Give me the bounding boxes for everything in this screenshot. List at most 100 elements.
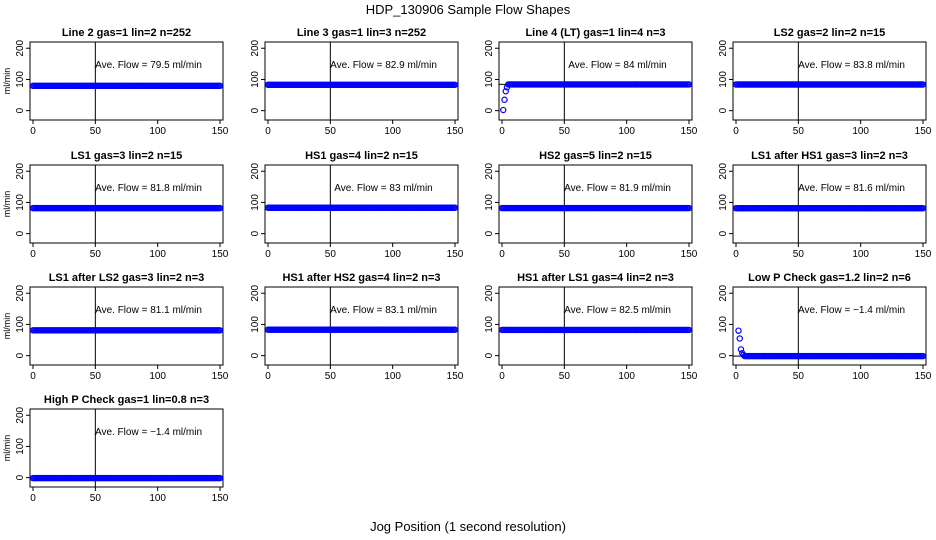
panel-12-point bbox=[735, 327, 742, 334]
panel-1-y-tick-label: 200 bbox=[15, 39, 26, 56]
panel-11-y-tick-label: 100 bbox=[484, 316, 495, 333]
panel-8-avg-annotation: Ave. Flow = 81.6 ml/min bbox=[798, 183, 905, 194]
panel-4-x-tick-label: 0 bbox=[733, 126, 739, 137]
panel-5: LS1 gas=3 lin=2 n=15 0 50 100 150 0 100 200 ml/m… bbox=[2, 150, 229, 260]
panel-12-y-tick-label: 200 bbox=[718, 284, 729, 301]
panel-5-y-tick-label: 0 bbox=[15, 230, 26, 236]
panel-13-x-tick-label: 0 bbox=[30, 493, 36, 504]
panel-12-point bbox=[737, 346, 745, 353]
panel-9-y-tick-label: 100 bbox=[15, 316, 26, 333]
panel-8-x-tick-label: 150 bbox=[915, 249, 932, 260]
panel-7-x-tick-label: 0 bbox=[499, 249, 505, 260]
panel-8-x-tick-label: 50 bbox=[793, 249, 805, 260]
panel-13-title: High P Check gas=1 lin=0.8 n=3 bbox=[44, 394, 209, 406]
panel-3-point bbox=[502, 88, 509, 95]
panel-3-y-tick-label: 100 bbox=[484, 71, 495, 88]
panel-9-y-axis-label: ml/min bbox=[2, 313, 12, 340]
panel-9: LS1 after LS2 gas=3 lin=2 n=3 0 50 100 150 0 1… bbox=[2, 272, 229, 382]
panel-5-x-tick-label: 0 bbox=[30, 249, 36, 260]
panel-13-x-tick-label: 50 bbox=[90, 493, 102, 504]
panel-8-frame bbox=[732, 164, 927, 244]
panel-2-frame bbox=[264, 41, 459, 121]
panel-6-x-tick-label: 100 bbox=[384, 249, 401, 260]
panel-13-y-tick-label: 200 bbox=[15, 406, 26, 423]
panel-5-x-tick-label: 100 bbox=[149, 249, 166, 260]
panel-9-x-tick-label: 50 bbox=[90, 371, 102, 382]
panel-10-point bbox=[451, 326, 459, 333]
panel-5-point bbox=[216, 204, 224, 212]
panel-11-y-tick-label: 0 bbox=[484, 352, 495, 358]
panel-7-x-tick-label: 150 bbox=[681, 249, 698, 260]
panel-3-point bbox=[501, 96, 508, 103]
panel-6: HS1 gas=4 lin=2 n=15 0 50 100 150 0 100 200 Ave.… bbox=[250, 150, 464, 260]
panel-8: LS1 after HS1 gas=3 lin=2 n=3 0 50 100 150 0 1… bbox=[718, 150, 932, 260]
panel-1-y-axis-label: ml/min bbox=[2, 68, 12, 95]
panel-9-y-tick-label: 0 bbox=[15, 352, 26, 358]
panel-11-frame bbox=[498, 286, 693, 366]
panel-10: HS1 after HS2 gas=4 lin=2 n=3 0 50 100 150 0 1… bbox=[250, 272, 464, 382]
panel-4-y-tick-label: 100 bbox=[718, 71, 729, 88]
panel-10-x-tick-label: 0 bbox=[265, 371, 271, 382]
panel-7-point bbox=[685, 204, 693, 212]
panel-13-point bbox=[216, 474, 224, 482]
panel-2-y-tick-label: 100 bbox=[250, 71, 261, 88]
panel-3-title: Line 4 (LT) gas=1 lin=4 n=3 bbox=[525, 27, 665, 39]
panel-2-x-tick-label: 0 bbox=[265, 126, 271, 137]
panel-1-x-tick-label: 100 bbox=[149, 126, 166, 137]
panel-8-x-tick-label: 100 bbox=[852, 249, 869, 260]
panel-11: HS1 after LS1 gas=4 lin=2 n=3 0 50 100 150 0 1… bbox=[484, 272, 698, 382]
panel-3-x-tick-label: 0 bbox=[499, 126, 505, 137]
panel-5-frame bbox=[29, 164, 224, 244]
panel-11-x-tick-label: 100 bbox=[618, 371, 635, 382]
panel-12-x-tick-label: 150 bbox=[915, 371, 932, 382]
panel-1-avg-annotation: Ave. Flow = 79.5 ml/min bbox=[95, 60, 202, 71]
panel-1-title: Line 2 gas=1 lin=2 n=252 bbox=[62, 27, 191, 39]
panel-12-y-tick-label: 100 bbox=[718, 316, 729, 333]
panel-3-y-tick-label: 0 bbox=[484, 107, 495, 113]
panel-10-avg-annotation: Ave. Flow = 83.1 ml/min bbox=[330, 305, 437, 316]
panel-12-x-tick-label: 0 bbox=[733, 371, 739, 382]
panel-4-title: LS2 gas=2 lin=2 n=15 bbox=[774, 27, 886, 39]
panel-2: Line 3 gas=1 lin=3 n=252 0 50 100 150 0 100 200… bbox=[250, 27, 464, 137]
panel-6-avg-annotation: Ave. Flow = 83 ml/min bbox=[334, 183, 432, 194]
panel-8-x-tick-label: 0 bbox=[733, 249, 739, 260]
panel-4-x-tick-label: 50 bbox=[793, 126, 805, 137]
panel-7-y-tick-label: 100 bbox=[484, 194, 495, 211]
panel-3-point bbox=[500, 106, 507, 114]
panel-1-x-tick-label: 50 bbox=[90, 126, 102, 137]
panel-11-point bbox=[685, 326, 693, 334]
panel-8-y-tick-label: 0 bbox=[718, 230, 729, 236]
panel-8-y-tick-label: 100 bbox=[718, 194, 729, 211]
panel-7-y-tick-label: 0 bbox=[484, 230, 495, 236]
panel-9-frame bbox=[29, 286, 224, 366]
panel-6-x-tick-label: 50 bbox=[325, 249, 337, 260]
panel-10-y-tick-label: 100 bbox=[250, 316, 261, 333]
panel-7-y-tick-label: 200 bbox=[484, 162, 495, 179]
panel-2-title: Line 3 gas=1 lin=3 n=252 bbox=[297, 27, 426, 39]
panel-13-y-axis-label: ml/min bbox=[2, 435, 12, 462]
panel-3-y-tick-label: 200 bbox=[484, 39, 495, 56]
panel-9-avg-annotation: Ave. Flow = 81.1 ml/min bbox=[95, 305, 202, 316]
panel-9-x-tick-label: 0 bbox=[30, 371, 36, 382]
panel-1-y-tick-label: 100 bbox=[15, 71, 26, 88]
panel-3-point bbox=[685, 81, 693, 88]
panel-4: LS2 gas=2 lin=2 n=15 0 50 100 150 0 100 200 Ave.… bbox=[718, 27, 932, 137]
panel-4-y-tick-label: 0 bbox=[718, 107, 729, 113]
panel-12-x-tick-label: 100 bbox=[852, 371, 869, 382]
panel-6-y-tick-label: 200 bbox=[250, 162, 261, 179]
panel-2-point bbox=[451, 81, 459, 88]
panel-1-frame bbox=[29, 41, 224, 121]
panel-13-frame bbox=[29, 408, 224, 488]
panel-10-x-tick-label: 100 bbox=[384, 371, 401, 382]
panel-13: High P Check gas=1 lin=0.8 n=3 0 50 100 150 0… bbox=[2, 394, 229, 504]
panel-3-x-tick-label: 150 bbox=[681, 126, 698, 137]
panel-2-y-tick-label: 200 bbox=[250, 39, 261, 56]
panel-12-point bbox=[919, 352, 927, 360]
page-title: HDP_130906 Sample Flow Shapes bbox=[365, 2, 571, 17]
panel-6-frame bbox=[264, 164, 459, 244]
panel-13-y-tick-label: 100 bbox=[15, 438, 26, 455]
panel-1-x-tick-label: 0 bbox=[30, 126, 36, 137]
panel-9-x-tick-label: 100 bbox=[149, 371, 166, 382]
panel-5-y-axis-label: ml/min bbox=[2, 191, 12, 218]
